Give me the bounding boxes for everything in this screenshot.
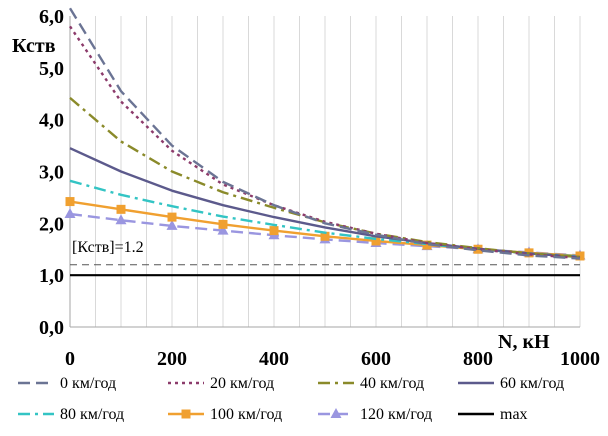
legend-label: 100 км/год bbox=[210, 406, 282, 423]
axis-layer: 0,0 1,0 2,0 3,0 4,0 5,0 6,0 0 200 400 600 800 1000 bbox=[39, 6, 600, 370]
data-point bbox=[166, 219, 178, 230]
data-point bbox=[422, 240, 432, 250]
legend-marker bbox=[330, 408, 342, 418]
legend-item: 20 км/год bbox=[168, 375, 274, 392]
legend-label: 80 км/год bbox=[60, 406, 124, 423]
y-tick-label: 5,0 bbox=[39, 58, 64, 80]
legend-item: 60 км/год bbox=[458, 375, 564, 392]
series-layer bbox=[64, 7, 586, 277]
data-point bbox=[371, 236, 381, 246]
legend-label: 60 км/год bbox=[500, 375, 564, 392]
y-tick-label: 3,0 bbox=[39, 162, 64, 184]
data-point bbox=[115, 214, 127, 225]
grid-layer bbox=[69, 16, 581, 327]
data-point bbox=[65, 197, 75, 207]
data-point bbox=[320, 231, 330, 241]
series-line bbox=[68, 7, 581, 260]
y-tick-label: 4,0 bbox=[39, 110, 64, 132]
legend-marker bbox=[181, 409, 191, 419]
x-tick-label: 200 bbox=[157, 348, 187, 370]
data-point bbox=[217, 224, 229, 235]
y-tick-label: 0,0 bbox=[39, 317, 64, 339]
series-1 bbox=[69, 25, 581, 260]
legend-label: 20 км/год bbox=[210, 375, 274, 392]
data-point bbox=[167, 212, 177, 222]
x-axis-title: N, кН bbox=[498, 331, 550, 353]
legend-item: 100 км/год bbox=[168, 406, 282, 423]
x-tick-label: 800 bbox=[463, 348, 493, 370]
legend-item: max bbox=[458, 406, 528, 423]
data-point bbox=[116, 204, 126, 214]
legend-label: 40 км/год bbox=[360, 375, 424, 392]
label-layer: Кств N, кН [Кств]=1.2 bbox=[12, 35, 550, 353]
x-tick-label: 600 bbox=[361, 348, 391, 370]
series-line bbox=[69, 25, 581, 260]
y-tick-label: 1,0 bbox=[39, 265, 64, 287]
y-tick-label: 2,0 bbox=[39, 213, 64, 235]
data-point bbox=[64, 208, 76, 219]
threshold-annotation: [Кств]=1.2 bbox=[72, 239, 144, 256]
legend-item: 40 км/год bbox=[318, 375, 424, 392]
legend-item: 0 км/год bbox=[18, 375, 116, 392]
legend-label: 0 км/год bbox=[60, 375, 116, 392]
series-0 bbox=[68, 7, 581, 260]
legend-label: max bbox=[500, 406, 528, 423]
legend-item: 120 км/год bbox=[318, 406, 432, 423]
legend: 0 км/год 20 км/год 40 км/год 60 км/год 80 км… bbox=[18, 375, 564, 423]
x-tick-label: 400 bbox=[259, 348, 289, 370]
x-tick-label: 1000 bbox=[560, 348, 600, 370]
y-axis-title: Кств bbox=[12, 35, 56, 57]
data-point bbox=[218, 219, 228, 229]
x-tick-label: 0 bbox=[65, 348, 75, 370]
legend-item: 80 км/год bbox=[18, 406, 124, 423]
data-point bbox=[269, 226, 279, 236]
legend-label: 120 км/год bbox=[360, 406, 432, 423]
y-tick-label: 6,0 bbox=[39, 6, 64, 28]
